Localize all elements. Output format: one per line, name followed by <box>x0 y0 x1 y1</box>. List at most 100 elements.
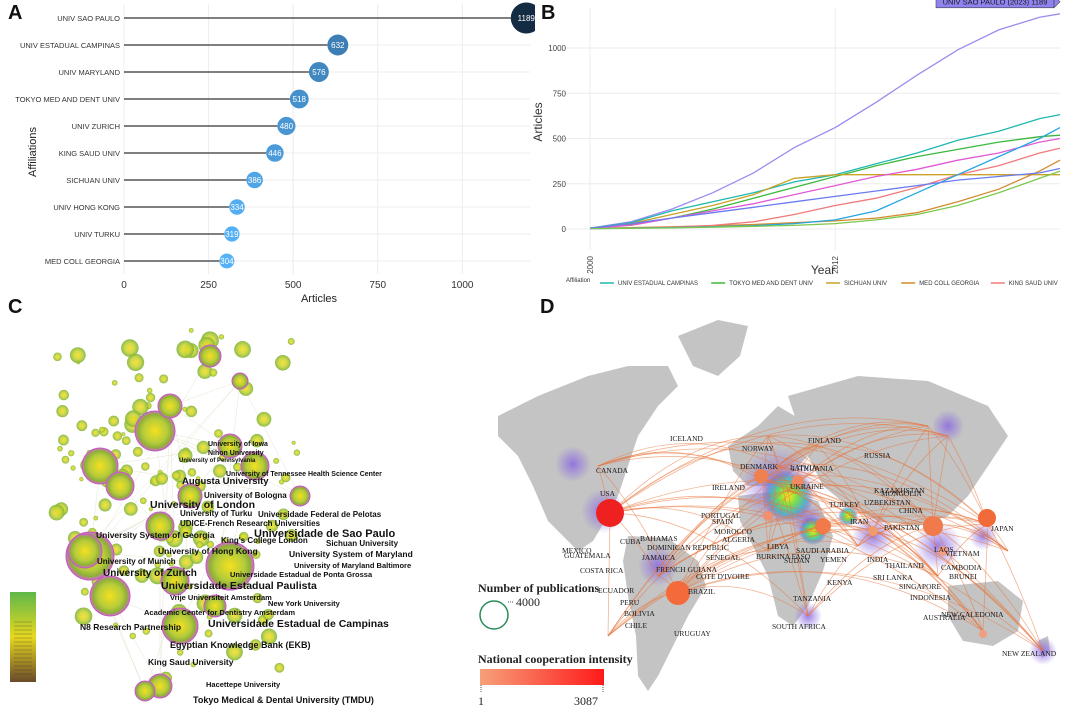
country-label: SUDAN <box>784 556 810 565</box>
category-label: UNIV MARYLAND <box>58 68 120 77</box>
network-node <box>148 507 153 512</box>
network-link <box>89 380 241 557</box>
institution-label: University of Turku <box>180 509 252 518</box>
country-label: UKRAINE <box>790 482 824 491</box>
legend-title: Affiliation <box>566 278 590 284</box>
network-node <box>121 432 126 437</box>
institution-label: Vrije Universiteit Amsterdam <box>170 593 272 602</box>
country-label: SRI LANKA <box>873 573 913 582</box>
network-node <box>99 426 105 433</box>
collaboration-arc <box>787 433 949 492</box>
country-node <box>978 509 996 527</box>
data-label: 446 <box>268 149 282 158</box>
collaboration-arc <box>762 480 1044 652</box>
y-tick-label: 500 <box>553 135 567 144</box>
network-node <box>108 415 120 427</box>
collaboration-arc <box>932 525 984 632</box>
series-line <box>589 13 1061 229</box>
collaboration-arc <box>677 550 769 594</box>
x-tick-label: 2000 <box>586 255 595 273</box>
network-node <box>284 529 298 543</box>
collaboration-arc <box>762 423 929 482</box>
collaboration-arc <box>937 523 989 577</box>
collaboration-arc <box>762 429 949 482</box>
network-node <box>250 433 264 448</box>
country-label: BRAZIL <box>688 587 716 596</box>
category-label: KING SAUD UNIV <box>59 149 120 158</box>
institution-label: Universidade Estadual de Campinas <box>208 618 389 630</box>
lollipop-head <box>224 226 240 242</box>
y-tick-label: 1000 <box>548 44 566 53</box>
collaboration-arc <box>777 465 809 617</box>
country-label: SOUTH AFRICA <box>772 622 827 631</box>
collaboration-arc <box>927 425 934 527</box>
country-label: PERU <box>620 598 640 607</box>
network-node <box>61 455 70 464</box>
collaboration-arc <box>677 585 809 617</box>
collaboration-arc <box>607 490 789 637</box>
institution-label: University System of Maryland <box>289 549 413 559</box>
institution-label: University of Tennessee Health Science C… <box>226 471 382 478</box>
y-tick-label: 0 <box>562 225 567 234</box>
institution-label: University of London <box>150 499 255 511</box>
collaboration-arc <box>777 463 1009 552</box>
institution-label: N8 Research Partnership <box>80 622 181 632</box>
network-node <box>139 497 147 505</box>
legend-label: TOKYO MED AND DENT UNIV <box>729 281 813 287</box>
country-label: YEMEN <box>820 555 847 564</box>
country-label: NORWAY <box>742 444 774 453</box>
collaboration-arc <box>609 423 949 514</box>
collaboration-arc <box>597 443 779 467</box>
country-label: NEW CALEDONIA <box>941 610 1004 619</box>
network-node <box>256 411 272 427</box>
network-node <box>195 541 204 549</box>
category-label: TOKYO MED AND DENT UNIV <box>15 95 120 104</box>
intensity-halo <box>555 446 591 482</box>
network-node <box>134 410 176 452</box>
category-label: SICHUAN UNIV <box>66 176 120 185</box>
country-label: AUSTRALIA <box>923 613 966 622</box>
institution-label: Nihon University <box>208 450 264 457</box>
country-label: BAHAMAS <box>640 534 678 543</box>
map-legend: Number of publications 4000 National coo… <box>478 581 633 708</box>
collaboration-arc <box>982 523 989 632</box>
network-node <box>166 551 172 558</box>
network-node <box>57 445 63 452</box>
network-node <box>255 538 261 544</box>
network-node <box>161 607 199 645</box>
collaboration-arc <box>677 571 1044 652</box>
network-link <box>89 355 211 557</box>
country-label: ALGERIA <box>722 535 755 544</box>
country-node <box>763 511 773 521</box>
network-node <box>187 468 197 477</box>
collaboration-arc <box>677 527 1009 594</box>
network-node <box>238 531 249 542</box>
network-node <box>203 594 227 618</box>
collaboration-arc <box>767 434 989 525</box>
collaboration-arc <box>677 571 984 632</box>
data-label: 386 <box>248 176 262 185</box>
network-node <box>195 476 201 481</box>
country-label: FINLAND <box>808 436 841 445</box>
network-node <box>159 374 169 384</box>
network-node <box>141 462 150 471</box>
country-label: IRAN <box>850 517 869 526</box>
network-node <box>177 448 193 463</box>
country-node <box>596 499 624 527</box>
collaboration-arc <box>677 435 769 594</box>
collaboration-arc <box>787 445 819 492</box>
lollipop-head <box>246 171 263 189</box>
network-node <box>132 446 143 457</box>
network-node <box>91 428 100 437</box>
network-node <box>278 479 285 485</box>
publications-legend-title: Number of publications <box>478 581 599 595</box>
network-node <box>275 354 291 371</box>
collaboration-arc <box>657 521 874 577</box>
x-tick-label: 0 <box>121 280 127 291</box>
network-node <box>56 405 69 418</box>
institution-label: King's College London <box>221 536 308 545</box>
network-node <box>274 662 285 673</box>
collaboration-arc <box>677 551 939 594</box>
network-node <box>79 517 89 527</box>
country-label: KAZAKHSTAN <box>874 486 925 495</box>
